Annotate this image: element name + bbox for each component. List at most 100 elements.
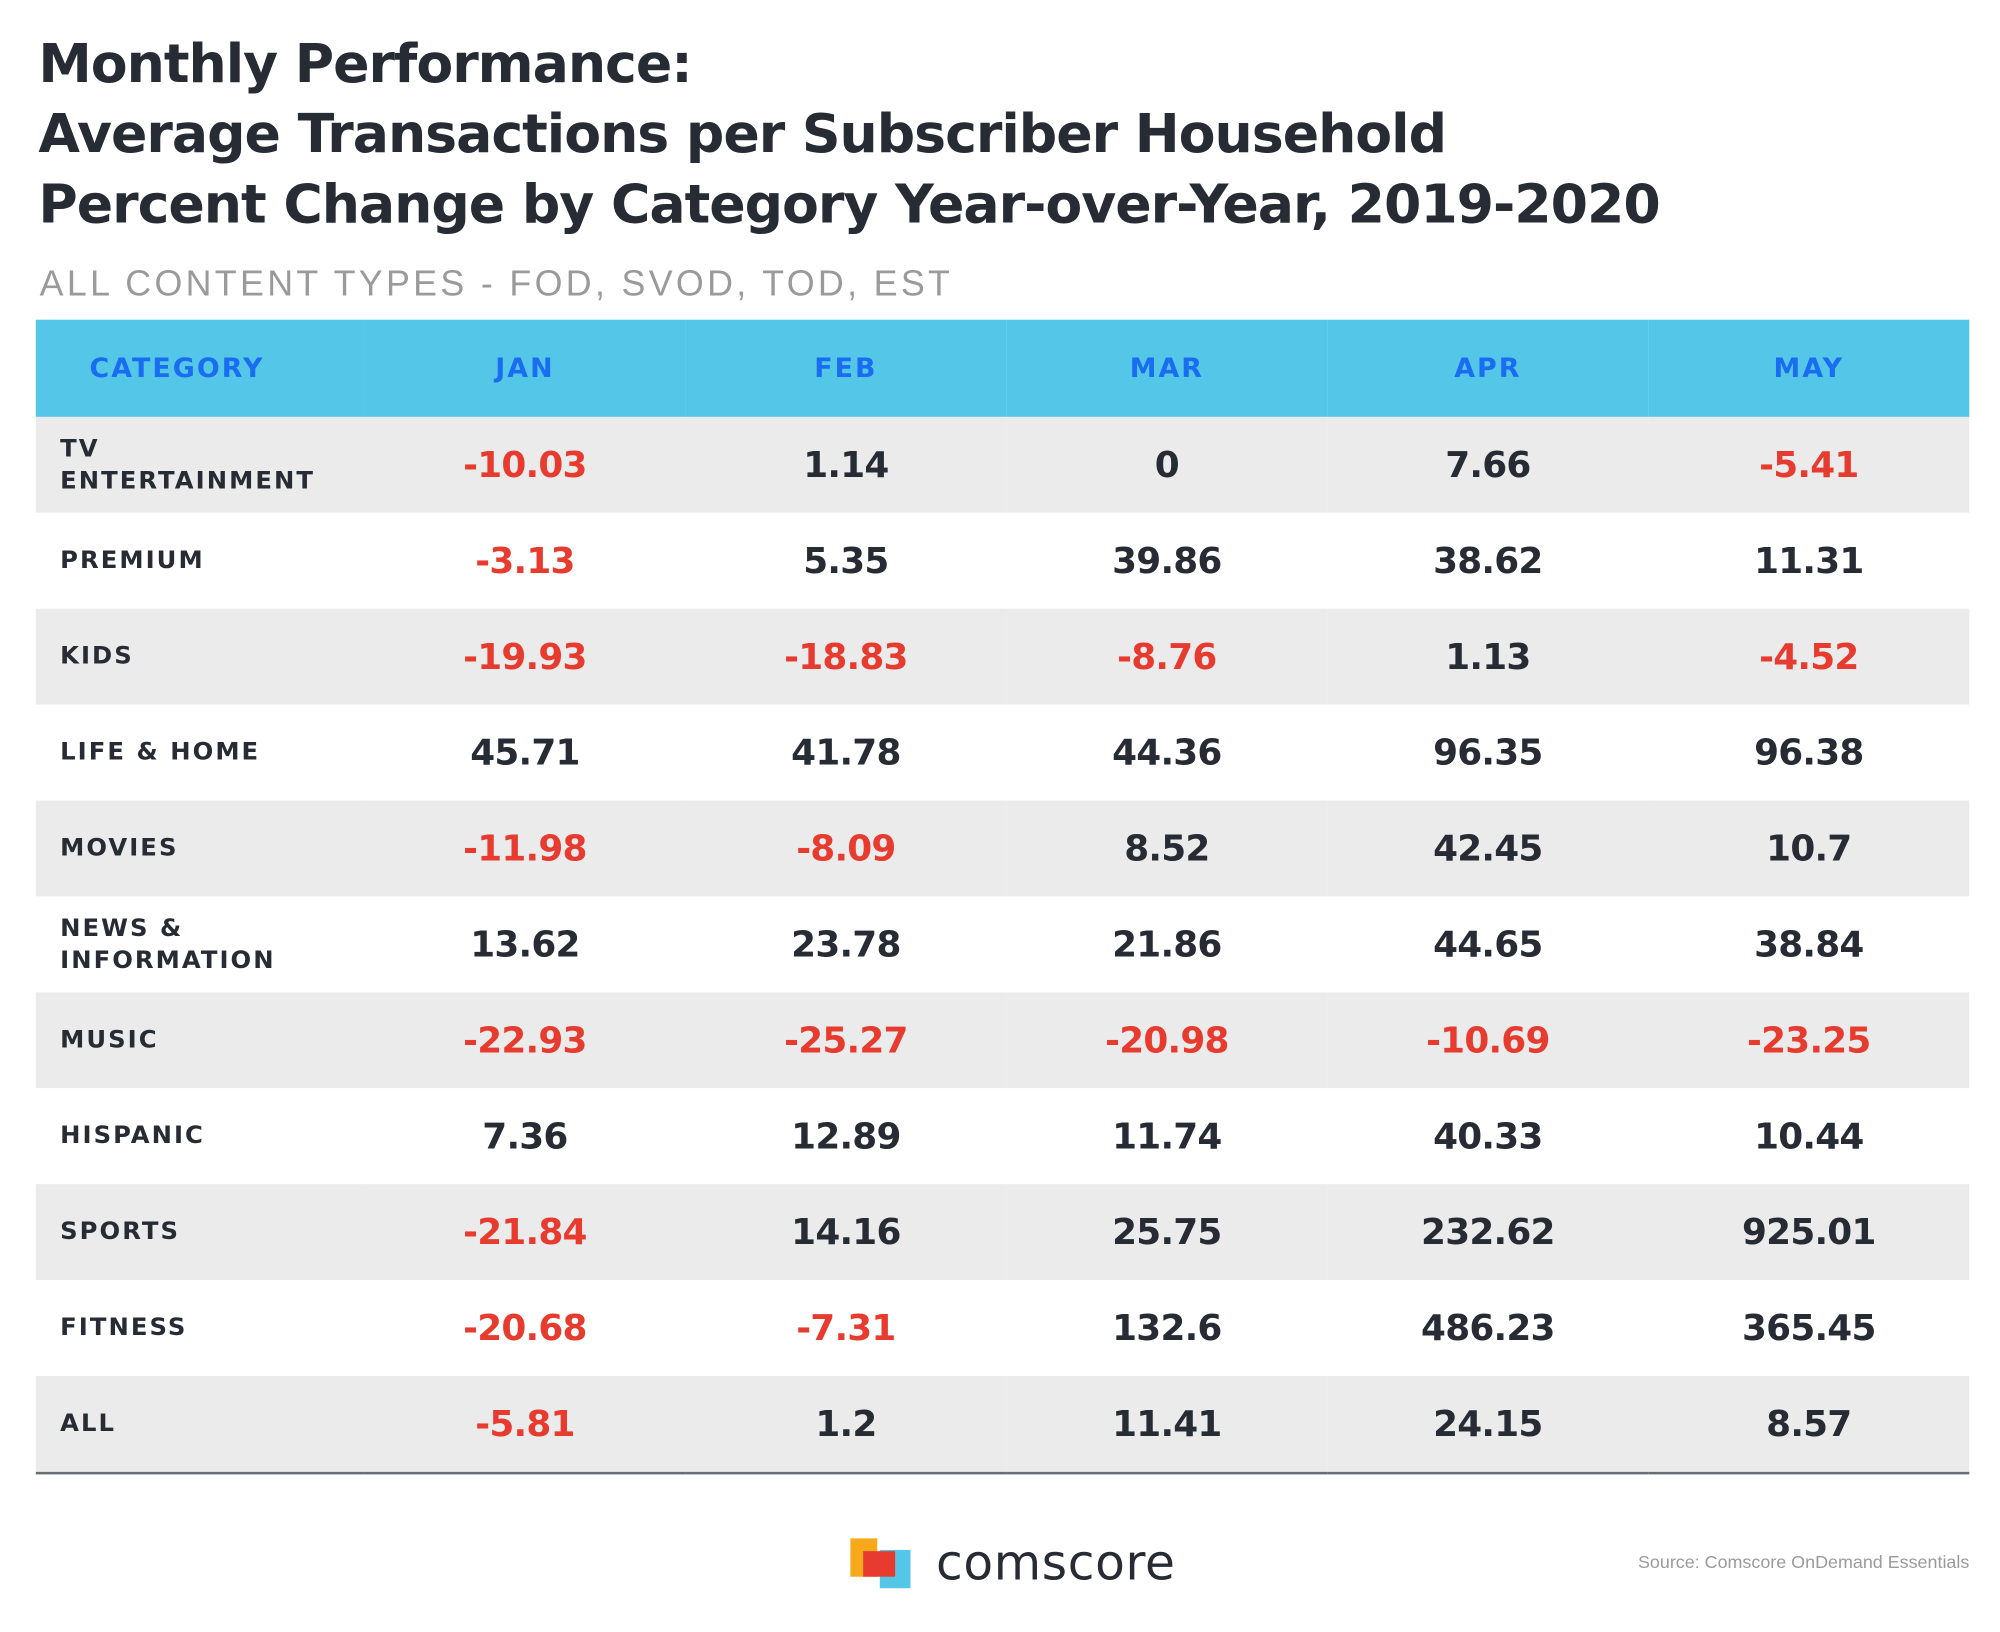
value-cell-feb: -8.09 <box>685 800 1007 897</box>
value-cell-feb: 1.2 <box>685 1375 1007 1474</box>
category-label-line: MOVIES <box>60 833 179 862</box>
value-cell-jan: -21.84 <box>364 1184 686 1281</box>
value-cell-feb: 5.35 <box>685 512 1007 609</box>
category-label-line: SPORTS <box>60 1217 181 1246</box>
category-label: SPORTS <box>35 1184 365 1281</box>
value-cell-feb: 23.78 <box>685 896 1007 993</box>
value-cell-mar: 11.74 <box>1006 1088 1328 1185</box>
table-header-row: CATEGORY JAN FEB MAR APR MAY <box>35 319 1970 417</box>
value-cell-may: 10.7 <box>1648 800 1970 897</box>
value-cell-feb: -25.27 <box>685 992 1007 1089</box>
table-row: MOVIES -11.98 -8.09 8.52 42.45 10.7 <box>35 800 1970 897</box>
value-cell-apr: 40.33 <box>1327 1088 1649 1185</box>
table-row: ALL -5.81 1.2 11.41 24.15 8.57 <box>35 1375 1970 1474</box>
value-cell-jan: -5.81 <box>364 1375 686 1474</box>
category-label: PREMIUM <box>35 512 365 609</box>
value-cell-may: 365.45 <box>1648 1280 1970 1376</box>
table-row: HISPANIC 7.36 12.89 11.74 40.33 10.44 <box>35 1088 1970 1185</box>
value-cell-jan: 7.36 <box>364 1088 686 1185</box>
value-cell-jan: -3.13 <box>364 512 686 609</box>
value-cell-mar: 11.41 <box>1006 1375 1328 1474</box>
category-label: FITNESS <box>35 1280 365 1376</box>
table-row: NEWS & INFORMATION 13.62 23.78 21.86 44.65 38.… <box>35 896 1970 993</box>
value-cell-may: 96.38 <box>1648 704 1970 801</box>
source-note: Source: Comscore OnDemand Essentials <box>1637 1551 1970 1572</box>
value-cell-feb: 12.89 <box>685 1088 1007 1185</box>
value-cell-apr: 96.35 <box>1327 704 1649 801</box>
value-cell-jan: -22.93 <box>364 992 686 1089</box>
title-line-3: Percent Change by Category Year-over-Yea… <box>38 172 1660 236</box>
table-row: LIFE & HOME 45.71 41.78 44.36 96.35 96.38 <box>35 704 1970 801</box>
value-cell-mar: 44.36 <box>1006 704 1328 801</box>
category-label: MUSIC <box>35 992 365 1089</box>
logo-wordmark: comscore <box>936 1534 1176 1591</box>
category-label: KIDS <box>35 608 365 705</box>
value-cell-mar: 132.6 <box>1006 1280 1328 1376</box>
value-cell-mar: 39.86 <box>1006 512 1328 609</box>
value-cell-jan: 13.62 <box>364 896 686 993</box>
value-cell-mar: 8.52 <box>1006 800 1328 897</box>
value-cell-feb: 14.16 <box>685 1184 1007 1281</box>
value-cell-mar: 0 <box>1006 416 1328 513</box>
chart-title: Monthly Performance: Average Transaction… <box>38 28 1660 239</box>
column-header-category: CATEGORY <box>35 319 365 417</box>
column-header-apr: APR <box>1327 319 1649 417</box>
chart-subtitle: ALL CONTENT TYPES - FOD, SVOD, TOD, EST <box>39 263 954 304</box>
value-cell-apr: -10.69 <box>1327 992 1649 1089</box>
column-header-may: MAY <box>1648 319 1970 417</box>
category-label: TV ENTERTAINMENT <box>35 416 365 513</box>
category-label-line: TV <box>60 434 100 463</box>
category-label: HISPANIC <box>35 1088 365 1185</box>
value-cell-apr: 7.66 <box>1327 416 1649 513</box>
value-cell-jan: 45.71 <box>364 704 686 801</box>
value-cell-apr: 38.62 <box>1327 512 1649 609</box>
value-cell-apr: 232.62 <box>1327 1184 1649 1281</box>
column-header-mar: MAR <box>1006 319 1328 417</box>
value-cell-may: 8.57 <box>1648 1375 1970 1474</box>
comscore-logo: comscore <box>849 1535 1175 1591</box>
value-cell-may: -5.41 <box>1648 416 1970 513</box>
value-cell-mar: -8.76 <box>1006 608 1328 705</box>
table-row: PREMIUM -3.13 5.35 39.86 38.62 11.31 <box>35 512 1970 609</box>
category-label: LIFE & HOME <box>35 704 365 801</box>
value-cell-jan: -11.98 <box>364 800 686 897</box>
category-label-line: ENTERTAINMENT <box>60 466 315 495</box>
value-cell-may: 11.31 <box>1648 512 1970 609</box>
value-cell-feb: -7.31 <box>685 1280 1007 1376</box>
title-line-2: Average Transactions per Subscriber Hous… <box>38 102 1447 165</box>
category-label-line: PREMIUM <box>60 546 205 575</box>
value-cell-may: 925.01 <box>1648 1184 1970 1281</box>
title-line-1: Monthly Performance: <box>38 31 692 95</box>
value-cell-jan: -19.93 <box>364 608 686 705</box>
category-label: MOVIES <box>35 800 365 897</box>
value-cell-jan: -10.03 <box>364 416 686 513</box>
table-row: SPORTS -21.84 14.16 25.75 232.62 925.01 <box>35 1184 1970 1281</box>
category-label: ALL <box>35 1375 365 1474</box>
value-cell-mar: 21.86 <box>1006 896 1328 993</box>
category-label-line: HISPANIC <box>60 1121 205 1150</box>
column-header-jan: JAN <box>364 319 686 417</box>
value-cell-apr: 24.15 <box>1327 1375 1649 1474</box>
value-cell-jan: -20.68 <box>364 1280 686 1376</box>
value-cell-may: 10.44 <box>1648 1088 1970 1185</box>
column-header-feb: FEB <box>685 319 1007 417</box>
table-row: FITNESS -20.68 -7.31 132.6 486.23 365.45 <box>35 1280 1970 1376</box>
value-cell-mar: -20.98 <box>1006 992 1328 1089</box>
table-body: TV ENTERTAINMENT -10.03 1.14 0 7.66 -5.41 PREMI… <box>35 416 1970 1474</box>
value-cell-mar: 25.75 <box>1006 1184 1328 1281</box>
category-label-line: ALL <box>60 1409 117 1438</box>
comscore-logo-icon <box>849 1535 913 1591</box>
value-cell-apr: 42.45 <box>1327 800 1649 897</box>
value-cell-feb: -18.83 <box>685 608 1007 705</box>
value-cell-feb: 1.14 <box>685 416 1007 513</box>
category-label-line: FITNESS <box>60 1313 188 1342</box>
table-row: MUSIC -22.93 -25.27 -20.98 -10.69 -23.25 <box>35 992 1970 1089</box>
category-label-line: KIDS <box>60 641 134 671</box>
value-cell-feb: 41.78 <box>685 704 1007 801</box>
table-row: KIDS -19.93 -18.83 -8.76 1.13 -4.52 <box>35 608 1970 705</box>
category-label: NEWS & INFORMATION <box>35 896 365 993</box>
table-row: TV ENTERTAINMENT -10.03 1.14 0 7.66 -5.41 <box>35 416 1970 513</box>
value-cell-may: 38.84 <box>1648 896 1970 993</box>
category-label-line: LIFE & HOME <box>60 737 261 766</box>
